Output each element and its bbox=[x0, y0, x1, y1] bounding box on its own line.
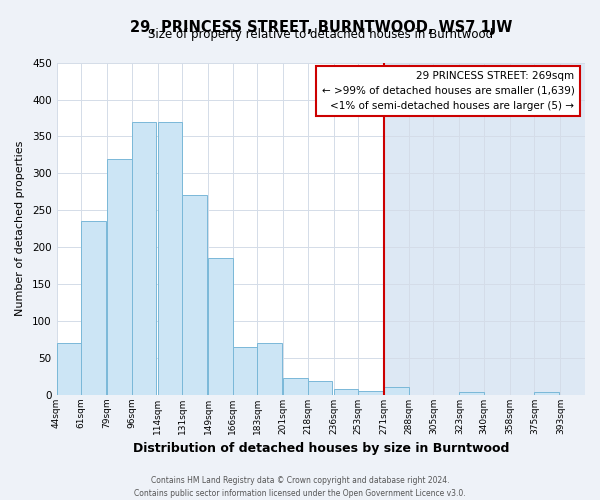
Bar bbox=[158, 122, 182, 394]
Text: 29 PRINCESS STREET: 269sqm
← >99% of detached houses are smaller (1,639)
<1% of : 29 PRINCESS STREET: 269sqm ← >99% of det… bbox=[322, 71, 574, 110]
Bar bbox=[385, 387, 409, 394]
Bar bbox=[385, 62, 585, 394]
Bar bbox=[56, 62, 385, 394]
Y-axis label: Number of detached properties: Number of detached properties bbox=[15, 141, 25, 316]
Text: Contains HM Land Registry data © Crown copyright and database right 2024.
Contai: Contains HM Land Registry data © Crown c… bbox=[134, 476, 466, 498]
Text: 29, PRINCESS STREET, BURNTWOOD, WS7 1JW: 29, PRINCESS STREET, BURNTWOOD, WS7 1JW bbox=[130, 20, 512, 34]
Bar bbox=[283, 378, 308, 394]
Bar bbox=[208, 258, 233, 394]
Bar bbox=[182, 196, 207, 394]
Bar bbox=[358, 391, 383, 394]
X-axis label: Distribution of detached houses by size in Burntwood: Distribution of detached houses by size … bbox=[133, 442, 509, 455]
Bar bbox=[535, 392, 559, 394]
Bar bbox=[334, 390, 358, 394]
Bar bbox=[81, 221, 106, 394]
Title: Size of property relative to detached houses in Burntwood: Size of property relative to detached ho… bbox=[148, 28, 493, 40]
Bar bbox=[131, 122, 156, 394]
Bar bbox=[56, 343, 81, 394]
Bar bbox=[308, 381, 332, 394]
Bar bbox=[233, 346, 257, 395]
Bar bbox=[460, 392, 484, 394]
Bar bbox=[257, 343, 282, 394]
Bar bbox=[107, 158, 131, 394]
